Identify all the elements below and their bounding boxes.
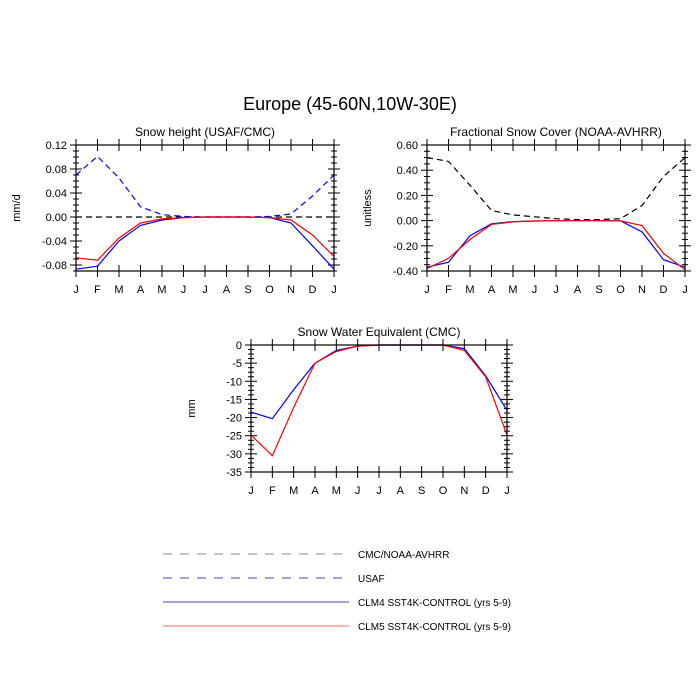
y-tick-label: -0.20	[393, 241, 418, 253]
y-tick-label: 0.08	[46, 164, 67, 176]
y-tick-label: -15	[226, 394, 242, 406]
y-tick-label: 0.04	[46, 188, 67, 200]
y-axis-label: mm/d	[11, 194, 23, 222]
panel-title: Fractional Snow Cover (NOAA-AVHRR)	[450, 125, 662, 139]
chart-panel-1: Snow height (USAF/CMC) mm/d 0.12 0.08 0.04 0.…	[11, 125, 340, 296]
y-tick-label: 0.12	[46, 140, 67, 152]
x-tick-label: S	[418, 485, 425, 497]
x-tick-label: A	[574, 284, 582, 296]
legend-item: CLM4 SST4K-CONTROL (yrs 5-9)	[163, 598, 511, 609]
y-tick-label: -25	[226, 431, 242, 443]
x-tick-label: J	[355, 485, 361, 497]
x-tick-label: J	[73, 284, 79, 296]
x-tick-label: F	[94, 284, 101, 296]
x-tick-label: M	[289, 485, 298, 497]
series-line-clm5-sst4k-control-yrs-5-9	[75, 216, 335, 261]
x-tick-label: S	[244, 284, 251, 296]
x-tick-label: A	[397, 485, 405, 497]
plots: Snow height (USAF/CMC) mm/d 0.12 0.08 0.04 0.…	[11, 125, 691, 497]
y-axis-label: mm	[186, 399, 198, 417]
x-tick-label: J	[202, 284, 208, 296]
y-tick-label: 0.20	[397, 190, 418, 202]
x-tick-label: M	[157, 284, 166, 296]
x-tick-label: O	[616, 284, 625, 296]
y-tick-label: 0.40	[397, 165, 418, 177]
x-tick-label: M	[465, 284, 474, 296]
x-tick-label: J	[331, 284, 337, 296]
x-tick-label: N	[460, 485, 468, 497]
legend-label: CLM4 SST4K-CONTROL (yrs 5-9)	[358, 598, 511, 609]
chart-panel-2: Fractional Snow Cover (NOAA-AVHRR) unitle…	[362, 125, 691, 296]
x-tick-label: D	[309, 284, 317, 296]
x-tick-label: M	[114, 284, 123, 296]
x-tick-label: M	[508, 284, 517, 296]
y-tick-label: -10	[226, 376, 242, 388]
x-tick-label: F	[269, 485, 276, 497]
y-tick-label: -0.40	[393, 266, 418, 278]
legend-label: USAF	[358, 574, 385, 585]
x-tick-label: S	[595, 284, 602, 296]
y-axis-label: unitless	[362, 189, 374, 227]
x-tick-label: N	[638, 284, 646, 296]
x-tick-label: A	[488, 284, 496, 296]
tick-marks	[70, 139, 340, 277]
x-tick-label: D	[482, 485, 490, 497]
y-tick-label: -0.08	[42, 260, 67, 272]
figure-title: Europe (45-60N,10W-30E)	[243, 94, 457, 114]
series-line-cmc-noaa-avhrr	[426, 157, 686, 221]
series-line-usaf	[75, 155, 335, 218]
panel-title: Snow height (USAF/CMC)	[135, 125, 275, 139]
y-tick-label: -35	[226, 467, 242, 479]
x-tick-label: J	[504, 485, 510, 497]
x-tick-label: A	[137, 284, 145, 296]
series-line-clm5-sst4k-control-yrs-5-9	[250, 344, 508, 457]
x-tick-label: J	[682, 284, 688, 296]
x-tick-label: A	[223, 284, 231, 296]
plot-frame	[250, 344, 508, 473]
chart-panel-3: Snow Water Equivalent (CMC) mm 0 -5 -10 -15 -2…	[186, 325, 513, 497]
x-tick-label: N	[287, 284, 295, 296]
y-tick-label: 0.00	[397, 216, 418, 228]
y-tick-label: -30	[226, 449, 242, 461]
x-tick-label: D	[660, 284, 668, 296]
legend-item: CLM5 SST4K-CONTROL (yrs 5-9)	[163, 622, 511, 633]
y-tick-label: 0.60	[397, 140, 418, 152]
plot-frame	[75, 144, 335, 272]
legend: CMC/NOAA-AVHRR USAF CLM4 SST4K-CONTROL (yr…	[163, 550, 511, 633]
x-tick-label: O	[265, 284, 274, 296]
legend-label: CMC/NOAA-AVHRR	[358, 550, 449, 561]
y-tick-label: -0.04	[42, 236, 67, 248]
legend-item: CMC/NOAA-AVHRR	[163, 550, 449, 561]
x-tick-label: F	[445, 284, 452, 296]
x-tick-label: M	[332, 485, 341, 497]
x-tick-label: J	[553, 284, 559, 296]
legend-label: CLM5 SST4K-CONTROL (yrs 5-9)	[358, 622, 511, 633]
y-tick-label: 0	[236, 340, 242, 352]
x-tick-label: O	[439, 485, 448, 497]
x-tick-label: J	[376, 485, 382, 497]
panel-title: Snow Water Equivalent (CMC)	[298, 325, 461, 339]
legend-item: USAF	[163, 574, 385, 585]
x-tick-label: A	[311, 485, 319, 497]
series-line-clm5-sst4k-control-yrs-5-9	[426, 220, 686, 271]
tick-marks	[421, 139, 691, 277]
x-tick-label: J	[424, 284, 430, 296]
y-tick-label: -20	[226, 413, 242, 425]
x-tick-label: J	[532, 284, 538, 296]
y-tick-label: -5	[232, 358, 242, 370]
x-tick-label: J	[181, 284, 187, 296]
x-tick-label: J	[248, 485, 254, 497]
y-tick-label: 0.00	[46, 212, 67, 224]
plot-frame	[426, 144, 686, 272]
